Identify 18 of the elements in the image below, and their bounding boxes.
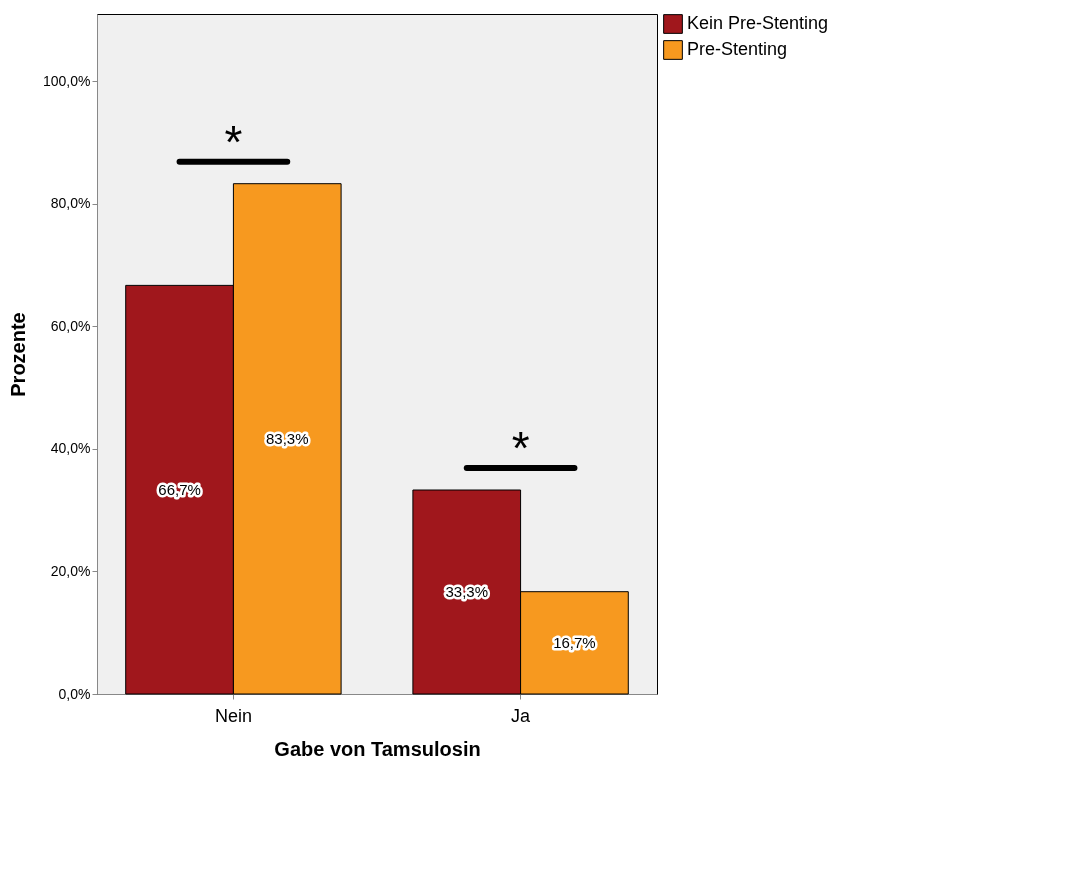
y-tick-label: 40,0% bbox=[50, 440, 91, 457]
y-tick-label: 20,0% bbox=[50, 562, 91, 579]
annotation: * bbox=[511, 422, 530, 474]
data-label: 16,7% bbox=[553, 633, 596, 651]
annotation: * bbox=[224, 115, 243, 168]
x-tick-label: Ja bbox=[511, 705, 532, 726]
y-axis-title: Prozente bbox=[7, 312, 30, 397]
legend-label: Kein Pre-Stenting bbox=[687, 13, 829, 33]
data-label: 33,3% bbox=[445, 583, 489, 600]
y-tick-label: 80,0% bbox=[50, 195, 91, 212]
x-tick-label: Nein bbox=[214, 705, 252, 726]
x-axis-title: Gabe von Tamsulosin bbox=[274, 737, 481, 760]
y-tick-label: 100,0% bbox=[43, 72, 91, 89]
legend-label: Pre-Stenting bbox=[687, 39, 788, 59]
y-tick-label: 0,0% bbox=[58, 685, 91, 702]
data-label: 83,3% bbox=[265, 429, 309, 447]
data-label: 66,7% bbox=[158, 480, 201, 498]
y-tick-label: 60,0% bbox=[50, 317, 91, 334]
